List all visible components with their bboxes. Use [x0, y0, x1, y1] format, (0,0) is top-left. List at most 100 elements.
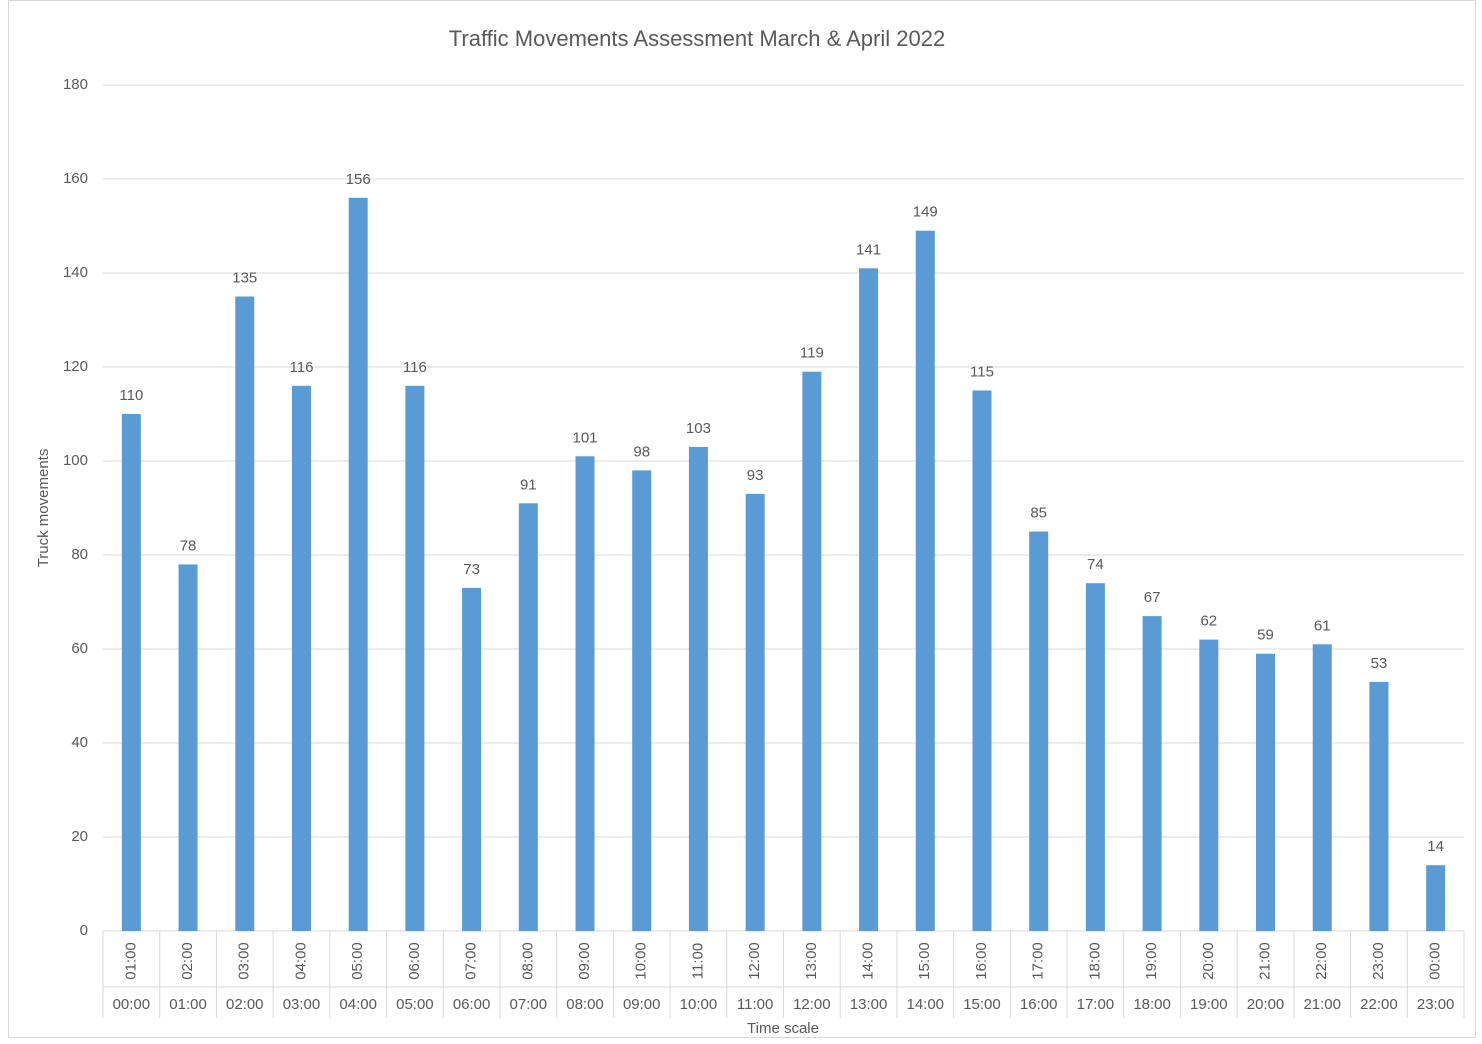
data-label: 101	[573, 429, 598, 446]
x-group-label: 01:00	[169, 996, 207, 1013]
x-tick-label: 03:00	[236, 942, 253, 980]
x-tick-label: 19:00	[1143, 942, 1160, 980]
data-label: 156	[346, 171, 371, 188]
x-tick-label: 04:00	[292, 942, 309, 980]
x-group-label: 09:00	[623, 996, 661, 1013]
bar	[575, 456, 595, 931]
x-group-label: 05:00	[396, 996, 434, 1013]
data-label: 116	[403, 359, 427, 376]
y-tick-label: 40	[71, 734, 88, 751]
x-group-label: 07:00	[510, 996, 548, 1013]
x-group-label: 06:00	[453, 996, 491, 1013]
x-tick-label: 17:00	[1030, 942, 1047, 980]
bar	[688, 446, 708, 931]
data-label: 62	[1200, 613, 1217, 630]
x-tick-label: 08:00	[519, 942, 536, 980]
x-group-label: 08:00	[566, 996, 604, 1013]
x-group-label: 02:00	[226, 996, 264, 1013]
data-label: 59	[1257, 627, 1274, 644]
x-group-label: 16:00	[1020, 996, 1058, 1013]
x-tick-label: 14:00	[860, 942, 877, 980]
bar	[1256, 653, 1276, 931]
bar	[802, 371, 822, 931]
data-label: 53	[1371, 655, 1388, 672]
x-group-label: 04:00	[339, 996, 377, 1013]
data-label: 98	[633, 443, 650, 460]
x-tick-label: 02:00	[179, 942, 196, 980]
x-tick-label: 01:00	[122, 942, 139, 980]
bar	[632, 470, 652, 931]
x-tick-label: 15:00	[916, 942, 933, 980]
data-label: 119	[800, 345, 824, 362]
x-group-label: 22:00	[1360, 996, 1398, 1013]
bar	[235, 296, 255, 931]
bar	[291, 385, 311, 931]
bar	[1142, 616, 1162, 931]
x-group-label: 21:00	[1303, 996, 1341, 1013]
bar	[859, 268, 879, 931]
data-label: 14	[1427, 838, 1444, 855]
x-group-label: 12:00	[793, 996, 831, 1013]
x-group-label: 18:00	[1133, 996, 1171, 1013]
bar	[405, 385, 425, 931]
data-label: 141	[856, 241, 881, 258]
x-group-label: 00:00	[113, 996, 151, 1013]
x-tick-label: 13:00	[803, 942, 820, 980]
x-tick-label: 21:00	[1256, 942, 1273, 980]
y-tick-label: 140	[63, 264, 88, 281]
bar	[1199, 639, 1219, 931]
x-tick-label: 00:00	[1427, 942, 1444, 980]
bar	[1426, 865, 1446, 931]
x-tick-label: 23:00	[1370, 942, 1387, 980]
x-tick-label: 16:00	[973, 942, 990, 980]
bar	[348, 197, 368, 932]
x-tick-label: 06:00	[406, 942, 423, 980]
data-label: 149	[913, 204, 938, 221]
data-label: 67	[1144, 589, 1161, 606]
bar	[915, 230, 935, 931]
y-tick-label: 100	[63, 452, 88, 469]
bar	[518, 503, 538, 931]
y-tick-label: 120	[63, 358, 88, 375]
bar	[121, 414, 141, 931]
data-label: 115	[970, 363, 994, 380]
x-group-label: 11:00	[737, 996, 773, 1013]
data-label: 110	[119, 387, 143, 404]
x-group-label: 17:00	[1077, 996, 1115, 1013]
x-tick-label: 07:00	[463, 942, 480, 980]
x-group-label: 13:00	[850, 996, 888, 1013]
data-label: 116	[290, 359, 314, 376]
y-tick-label: 0	[80, 922, 88, 939]
y-tick-label: 180	[63, 76, 88, 93]
chart-border	[8, 0, 1476, 1038]
data-label: 74	[1087, 556, 1104, 573]
x-tick-label: 11:00	[689, 943, 706, 979]
y-tick-label: 20	[71, 828, 88, 845]
x-group-label: 19:00	[1190, 996, 1228, 1013]
bar	[745, 493, 765, 931]
data-label: 78	[180, 537, 197, 554]
x-tick-label: 12:00	[746, 942, 763, 980]
x-tick-label: 22:00	[1313, 942, 1330, 980]
y-tick-label: 60	[71, 640, 88, 657]
data-label: 85	[1030, 504, 1047, 521]
x-group-label: 03:00	[283, 996, 321, 1013]
x-tick-label: 20:00	[1200, 942, 1217, 980]
x-axis-title: Time scale	[747, 1020, 819, 1037]
x-tick-label: 05:00	[349, 942, 366, 980]
bar	[1369, 681, 1389, 931]
bar	[1029, 531, 1049, 931]
x-group-label: 20:00	[1247, 996, 1285, 1013]
chart-title: Traffic Movements Assessment March & Apr…	[449, 26, 945, 51]
x-group-label: 14:00	[906, 996, 944, 1013]
y-tick-label: 80	[71, 546, 88, 563]
x-tick-label: 09:00	[576, 942, 593, 980]
x-group-label: 15:00	[963, 996, 1001, 1013]
bar	[972, 390, 992, 931]
data-label: 103	[686, 420, 711, 437]
x-group-label: 10:00	[680, 996, 718, 1013]
bar	[1312, 644, 1332, 931]
y-tick-label: 160	[63, 170, 88, 187]
bar	[178, 564, 198, 931]
